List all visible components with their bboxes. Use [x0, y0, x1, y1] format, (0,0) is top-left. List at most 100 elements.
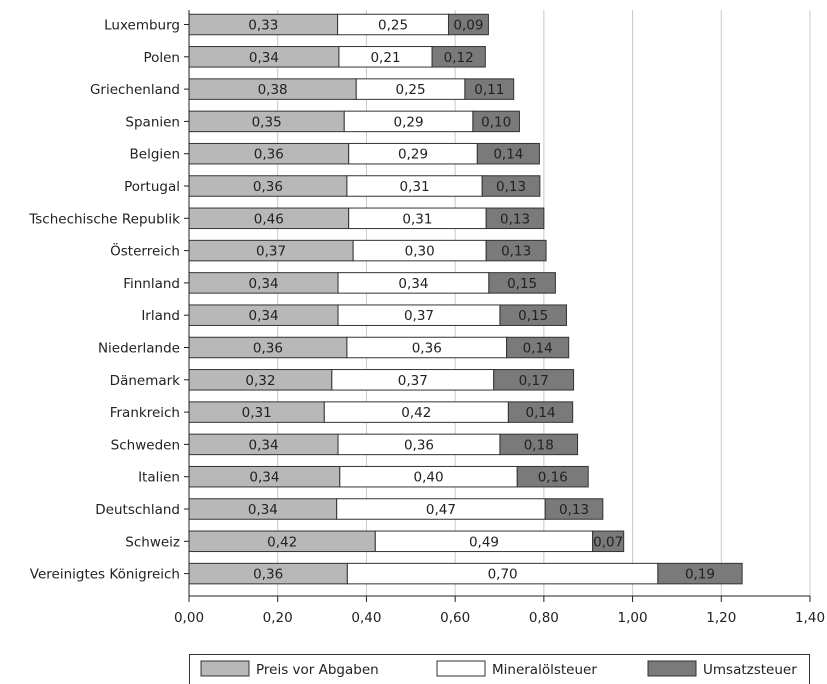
- data-label: 0,17: [519, 373, 549, 389]
- data-label: 0,36: [254, 147, 284, 163]
- category-label: Italien: [138, 470, 180, 486]
- bar-segment: [506, 336, 570, 359]
- data-label: 0,37: [404, 308, 434, 324]
- data-label: 0,09: [453, 18, 483, 34]
- x-tick-label: 1,00: [618, 610, 648, 626]
- legend-box: [189, 654, 810, 684]
- category-label: Finnland: [123, 276, 180, 292]
- data-label: 0,37: [256, 244, 286, 260]
- bar-segment: [476, 142, 540, 165]
- data-label: 0,29: [394, 114, 424, 130]
- x-tick-label: 0,40: [351, 610, 381, 626]
- data-label: 0,47: [426, 502, 456, 518]
- bar-segment: [481, 175, 541, 197]
- data-label: 0,34: [249, 470, 279, 486]
- x-tick-label: 0,00: [174, 610, 204, 626]
- x-tick-label: 0,60: [440, 610, 470, 626]
- data-label: 0,34: [248, 437, 278, 453]
- bar-segment: [499, 304, 567, 326]
- data-label: 0,19: [685, 567, 715, 583]
- bars: 0,33 0,25 0,09 0,34 0,21 0,12 0,38 0,25 0,11 0,35…: [188, 13, 743, 585]
- category-label: Irland: [141, 308, 180, 324]
- bar-segment: [447, 13, 489, 36]
- data-label: 0,36: [404, 437, 434, 453]
- data-label: 0,13: [496, 179, 526, 195]
- data-label: 0,36: [412, 341, 442, 357]
- data-label: 0,32: [245, 373, 275, 389]
- axes: 0,00 0,20 0,40 0,60 0,80 1,00 1,20 1,40 Luxembur…: [28, 10, 825, 626]
- data-label: 0,15: [518, 308, 548, 324]
- bar-segment: [657, 562, 743, 585]
- bar-segment: [516, 465, 589, 488]
- category-label: Belgien: [130, 147, 181, 163]
- data-label: 0,13: [500, 211, 530, 227]
- category-label: Dänemark: [110, 373, 181, 389]
- data-label: 0,33: [248, 18, 278, 34]
- data-label: 0,34: [398, 276, 428, 292]
- data-label: 0,15: [507, 276, 537, 292]
- data-label: 0,36: [253, 341, 283, 357]
- x-tick-label: 1,40: [795, 610, 825, 626]
- data-label: 0,31: [242, 405, 272, 421]
- data-label: 0,36: [253, 567, 283, 583]
- category-label: Tschechische Republik: [28, 211, 180, 227]
- bar-segment: [592, 530, 625, 553]
- gridlines: [277, 10, 811, 596]
- bar-segment: [488, 272, 556, 294]
- data-label: 0,35: [252, 114, 282, 130]
- data-label: 0,70: [488, 567, 518, 583]
- data-label: 0,21: [370, 50, 400, 66]
- category-label: Portugal: [124, 179, 180, 195]
- legend-swatch: [647, 660, 697, 677]
- bar-segment: [544, 498, 604, 520]
- category-label: Schweden: [111, 437, 180, 453]
- category-label: Frankreich: [110, 405, 180, 421]
- category-label: Niederlande: [98, 341, 180, 357]
- legend-label: Mineralölsteuer: [492, 662, 597, 678]
- data-label: 0,34: [248, 276, 278, 292]
- data-label: 0,25: [396, 82, 426, 98]
- data-label: 0,31: [402, 211, 432, 227]
- x-tick-label: 0,80: [529, 610, 559, 626]
- data-label: 0,38: [258, 82, 288, 98]
- bar-segment: [485, 207, 545, 230]
- data-label: 0,14: [525, 405, 555, 421]
- data-label: 0,40: [413, 470, 443, 486]
- data-label: 0,42: [267, 534, 297, 550]
- bar-segment: [485, 239, 547, 262]
- data-label: 0,34: [248, 308, 278, 324]
- legend-label: Umsatzsteuer: [703, 662, 797, 678]
- category-label: Schweiz: [125, 534, 180, 550]
- data-label: 0,11: [474, 82, 504, 98]
- data-label: 0,30: [405, 244, 435, 260]
- category-label: Vereinigtes Königreich: [30, 567, 180, 583]
- category-label: Spanien: [125, 114, 180, 130]
- data-label: 0,49: [469, 534, 499, 550]
- bar-segment: [464, 78, 515, 100]
- data-label: 0,12: [444, 50, 474, 66]
- data-label: 0,36: [253, 179, 283, 195]
- legend: Preis vor Abgaben Mineralölsteuer Umsatzst…: [189, 654, 810, 684]
- data-label: 0,29: [398, 147, 428, 163]
- data-label: 0,07: [593, 534, 623, 550]
- bar-segment: [472, 110, 520, 133]
- data-label: 0,18: [524, 437, 554, 453]
- legend-label: Preis vor Abgaben: [256, 662, 379, 678]
- bar-segment: [493, 369, 575, 391]
- data-label: 0,14: [493, 147, 523, 163]
- data-label: 0,37: [398, 373, 428, 389]
- data-label: 0,46: [254, 211, 284, 227]
- data-label: 0,16: [538, 470, 568, 486]
- data-label: 0,31: [400, 179, 430, 195]
- bar-segment: [499, 433, 579, 456]
- data-label: 0,10: [481, 114, 511, 130]
- category-label: Griechenland: [90, 82, 180, 98]
- category-label: Polen: [143, 50, 180, 66]
- x-tick-label: 1,20: [706, 610, 736, 626]
- data-label: 0,13: [559, 502, 589, 518]
- legend-swatch: [200, 660, 250, 677]
- data-label: 0,42: [401, 405, 431, 421]
- category-label: Deutschland: [95, 502, 180, 518]
- category-label: Österreich: [110, 242, 180, 260]
